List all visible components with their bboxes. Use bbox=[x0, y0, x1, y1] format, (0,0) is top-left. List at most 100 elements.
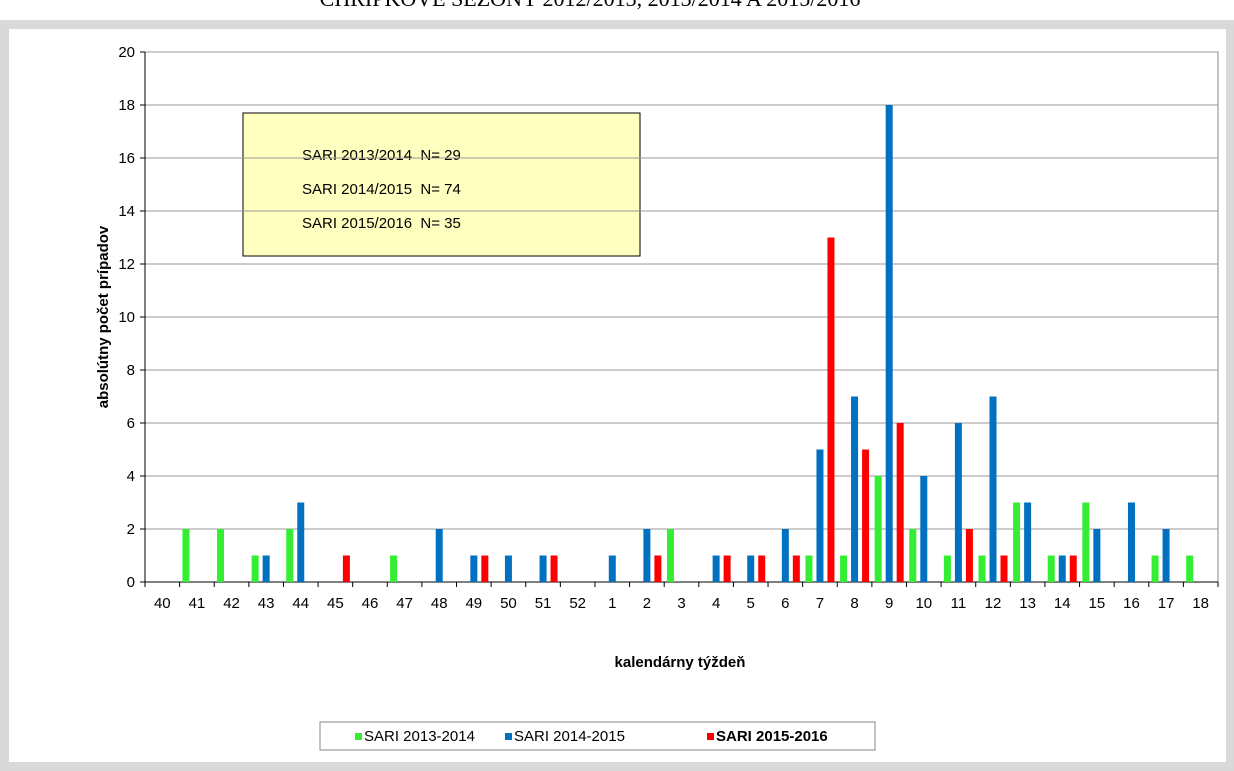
legend-swatch bbox=[505, 733, 512, 740]
x-tick-label: 51 bbox=[535, 595, 552, 612]
bar bbox=[954, 423, 962, 582]
annotation: SARI 2014/2015 N= 74 bbox=[302, 181, 461, 198]
x-tick-label: 41 bbox=[189, 595, 206, 612]
x-tick-label: 40 bbox=[154, 595, 171, 612]
y-tick-label: 12 bbox=[118, 256, 135, 273]
x-tick-label: 6 bbox=[781, 595, 789, 612]
x-tick-label: 14 bbox=[1054, 595, 1071, 612]
bar bbox=[827, 237, 835, 582]
annotation: SARI 2015/2016 N= 35 bbox=[302, 215, 461, 232]
y-tick-label: 2 bbox=[127, 521, 135, 538]
legend-swatch bbox=[355, 733, 362, 740]
bar bbox=[390, 555, 398, 582]
y-tick-label: 4 bbox=[127, 468, 135, 485]
x-tick-label: 8 bbox=[850, 595, 858, 612]
x-tick-label: 49 bbox=[465, 595, 482, 612]
x-tick-label: 5 bbox=[747, 595, 755, 612]
x-tick-label: 16 bbox=[1123, 595, 1140, 612]
bar bbox=[182, 529, 190, 582]
bar bbox=[781, 529, 789, 582]
bar bbox=[667, 529, 674, 582]
x-tick-label: 46 bbox=[362, 595, 379, 612]
bar bbox=[1013, 502, 1021, 582]
bar bbox=[989, 396, 997, 582]
bar bbox=[217, 529, 225, 582]
x-tick-label: 50 bbox=[500, 595, 517, 612]
x-tick-label: 4 bbox=[712, 595, 720, 612]
x-tick-label: 47 bbox=[396, 595, 413, 612]
x-tick-label: 48 bbox=[431, 595, 448, 612]
title-strip bbox=[0, 0, 1234, 20]
x-tick-label: 3 bbox=[677, 595, 685, 612]
bar bbox=[1047, 555, 1055, 582]
bar bbox=[874, 476, 882, 582]
bar bbox=[862, 449, 870, 582]
bar bbox=[481, 555, 489, 582]
bar bbox=[1058, 555, 1066, 582]
y-tick-label: 18 bbox=[118, 97, 135, 114]
bar bbox=[758, 555, 766, 582]
bar bbox=[920, 476, 928, 582]
x-tick-label: 43 bbox=[258, 595, 275, 612]
bar bbox=[805, 555, 813, 582]
bar bbox=[1000, 555, 1008, 582]
y-tick-label: 16 bbox=[118, 150, 135, 167]
legend-label: SARI 2013-2014 bbox=[364, 728, 475, 745]
x-tick-label: 45 bbox=[327, 595, 344, 612]
x-tick-label: 9 bbox=[885, 595, 893, 612]
bar bbox=[851, 396, 859, 582]
bar bbox=[342, 555, 350, 582]
x-tick-label: 10 bbox=[915, 595, 932, 612]
y-tick-label: 20 bbox=[118, 44, 135, 61]
bar bbox=[896, 423, 904, 582]
chart-title: CHRÍPKOVÉ SEZÓNY 2012/2013, 2013/2014 A … bbox=[320, 0, 861, 11]
x-axis-label: kalendárny týždeň bbox=[615, 654, 746, 671]
bar bbox=[978, 555, 986, 582]
bar bbox=[251, 555, 259, 582]
bar bbox=[723, 555, 731, 582]
x-tick-label: 13 bbox=[1019, 595, 1036, 612]
bar bbox=[1024, 502, 1032, 582]
bar bbox=[504, 555, 512, 582]
bar bbox=[747, 555, 755, 582]
annotation-box bbox=[242, 112, 641, 257]
bar bbox=[470, 555, 478, 582]
legend-box bbox=[319, 721, 876, 751]
legend-swatch bbox=[707, 733, 714, 740]
bar bbox=[943, 555, 951, 582]
x-tick-label: 11 bbox=[951, 595, 967, 612]
bar bbox=[550, 555, 558, 582]
bar bbox=[435, 529, 443, 582]
bar bbox=[1186, 555, 1194, 582]
bar bbox=[792, 555, 800, 582]
x-tick-label: 2 bbox=[643, 595, 651, 612]
x-tick-label: 17 bbox=[1158, 595, 1175, 612]
y-tick-label: 0 bbox=[127, 574, 135, 591]
x-tick-label: 7 bbox=[816, 595, 824, 612]
bar bbox=[1093, 529, 1101, 582]
bar bbox=[1127, 502, 1135, 582]
bar bbox=[1069, 555, 1077, 582]
bar bbox=[608, 555, 616, 582]
bar bbox=[909, 529, 917, 582]
bar bbox=[965, 529, 973, 582]
bar bbox=[286, 529, 294, 582]
bar bbox=[643, 529, 651, 582]
x-tick-label: 44 bbox=[292, 595, 309, 612]
x-tick-label: 18 bbox=[1192, 595, 1209, 612]
y-axis-label: absolútny počet prípadov bbox=[95, 225, 112, 408]
bar bbox=[1162, 529, 1170, 582]
annotation: SARI 2013/2014 N= 29 bbox=[302, 147, 461, 164]
bar bbox=[840, 555, 848, 582]
x-tick-label: 1 bbox=[608, 595, 616, 612]
bar bbox=[262, 555, 270, 582]
y-tick-label: 8 bbox=[127, 362, 135, 379]
y-tick-label: 6 bbox=[127, 415, 135, 432]
legend-label: SARI 2014-2015 bbox=[514, 728, 625, 745]
x-tick-label: 52 bbox=[569, 595, 586, 612]
x-tick-label: 15 bbox=[1089, 595, 1106, 612]
x-tick-label: 42 bbox=[223, 595, 240, 612]
legend-label: SARI 2015-2016 bbox=[716, 728, 828, 745]
bar bbox=[712, 555, 720, 582]
